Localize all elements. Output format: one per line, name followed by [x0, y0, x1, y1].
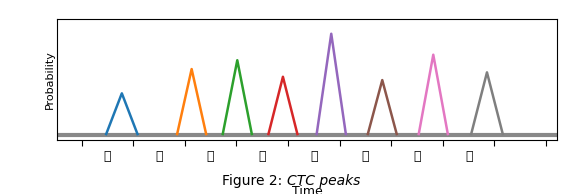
Text: 了: 了 — [465, 150, 472, 163]
Y-axis label: Probability: Probability — [45, 50, 55, 109]
Text: Time: Time — [292, 185, 323, 194]
Text: 太: 太 — [362, 150, 369, 163]
Text: 高: 高 — [413, 150, 421, 163]
Text: 求: 求 — [310, 150, 317, 163]
Text: 要: 要 — [258, 150, 266, 163]
Text: 这: 这 — [104, 150, 111, 163]
Text: CTC peaks: CTC peaks — [287, 174, 360, 188]
Text: 颜: 颜 — [155, 150, 162, 163]
Text: Figure 2:: Figure 2: — [222, 174, 287, 188]
Text: 値: 値 — [207, 150, 214, 163]
